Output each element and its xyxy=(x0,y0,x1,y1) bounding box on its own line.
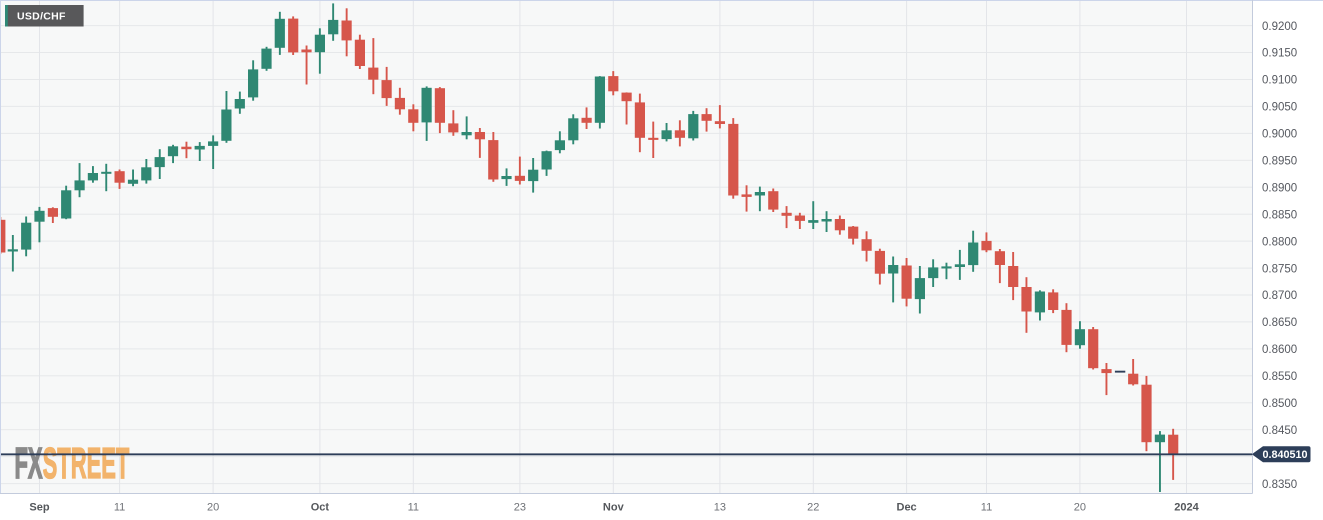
svg-text:0.9100: 0.9100 xyxy=(1262,75,1297,87)
svg-text:0.840510: 0.840510 xyxy=(1263,449,1308,461)
svg-text:0.8450: 0.8450 xyxy=(1262,425,1297,437)
svg-text:0.9050: 0.9050 xyxy=(1262,102,1297,114)
svg-text:Nov: Nov xyxy=(603,502,625,514)
svg-text:0.8750: 0.8750 xyxy=(1262,263,1297,275)
svg-text:Oct: Oct xyxy=(311,502,330,514)
svg-text:23: 23 xyxy=(514,502,526,514)
svg-text:0.8350: 0.8350 xyxy=(1262,479,1297,491)
svg-text:0.9000: 0.9000 xyxy=(1262,129,1297,141)
svg-text:0.8650: 0.8650 xyxy=(1262,317,1297,329)
svg-text:0.9200: 0.9200 xyxy=(1262,21,1297,33)
svg-text:11: 11 xyxy=(114,502,125,514)
svg-text:0.8950: 0.8950 xyxy=(1262,156,1297,168)
svg-text:0.8500: 0.8500 xyxy=(1262,398,1297,410)
svg-text:0.8700: 0.8700 xyxy=(1262,290,1297,302)
svg-text:0.8800: 0.8800 xyxy=(1262,236,1297,248)
svg-text:11: 11 xyxy=(981,502,992,514)
svg-text:Dec: Dec xyxy=(897,502,917,514)
svg-text:0.8900: 0.8900 xyxy=(1262,182,1297,194)
svg-text:13: 13 xyxy=(714,502,726,514)
svg-text:11: 11 xyxy=(408,502,419,514)
svg-text:0.9150: 0.9150 xyxy=(1262,48,1297,60)
svg-text:FXSTREET: FXSTREET xyxy=(15,440,130,488)
svg-text:USD/CHF: USD/CHF xyxy=(17,11,66,23)
svg-text:0.8850: 0.8850 xyxy=(1262,209,1297,221)
svg-text:22: 22 xyxy=(807,502,819,514)
svg-text:0.8550: 0.8550 xyxy=(1262,371,1297,383)
svg-text:2024: 2024 xyxy=(1174,502,1199,514)
svg-text:Sep: Sep xyxy=(29,502,49,514)
svg-text:20: 20 xyxy=(1074,502,1086,514)
svg-text:20: 20 xyxy=(207,502,219,514)
svg-text:0.8600: 0.8600 xyxy=(1262,344,1297,356)
